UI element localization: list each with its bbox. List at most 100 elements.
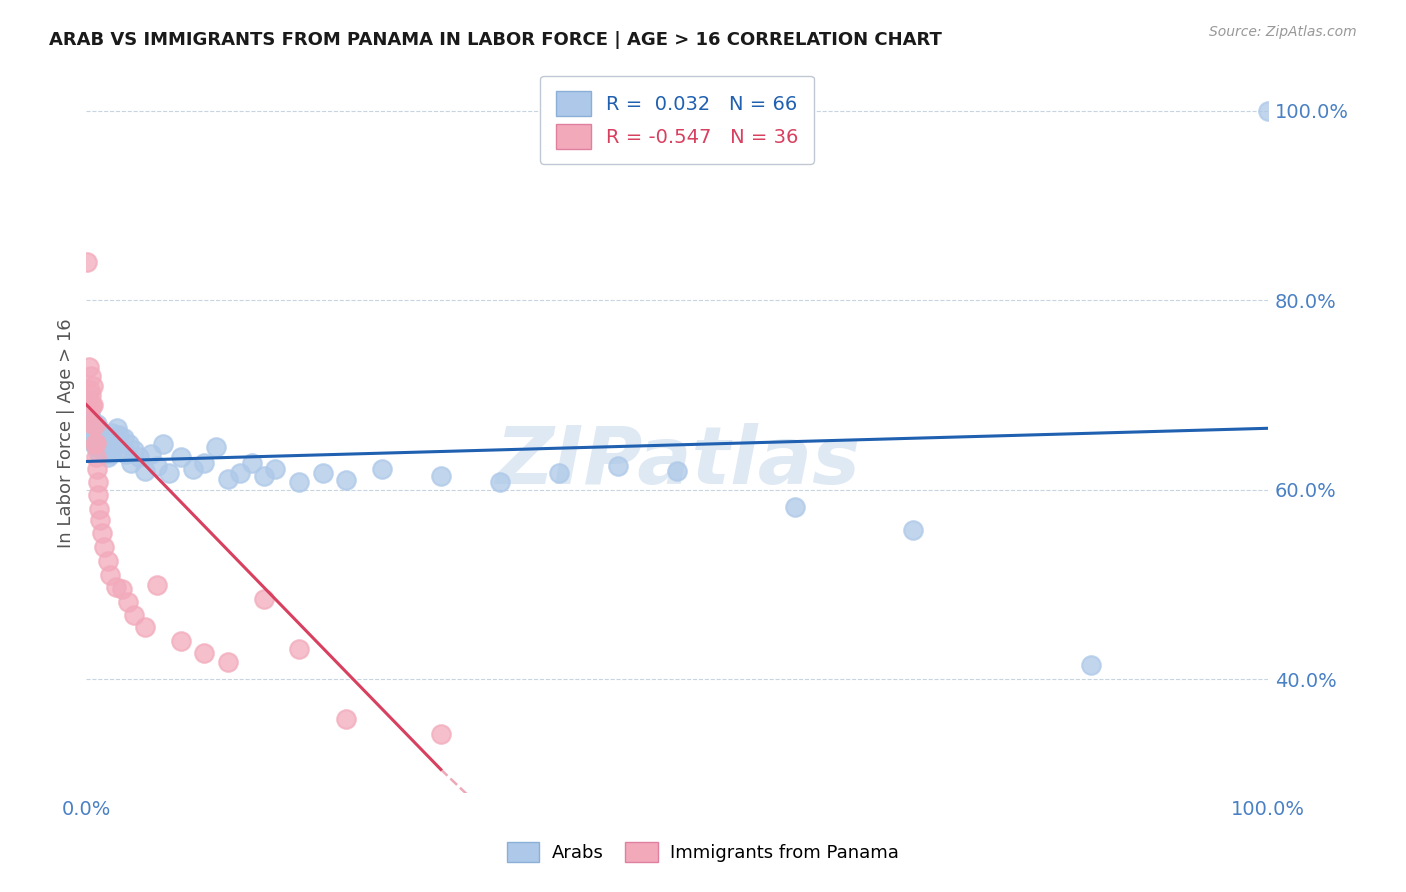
Point — [87, 445, 110, 459]
Point — [86, 462, 108, 476]
Point — [77, 417, 100, 431]
Point — [105, 421, 128, 435]
Legend: Arabs, Immigrants from Panama: Arabs, Immigrants from Panama — [499, 834, 907, 870]
Point — [90, 434, 112, 448]
Point — [97, 450, 120, 464]
Point — [80, 388, 103, 402]
Point — [205, 440, 228, 454]
Point — [252, 468, 274, 483]
Point — [335, 474, 357, 488]
Point — [152, 437, 174, 451]
Point — [83, 421, 105, 435]
Point — [93, 431, 115, 445]
Point — [240, 456, 263, 470]
Point — [157, 466, 180, 480]
Point — [82, 398, 104, 412]
Point — [89, 425, 111, 440]
Point — [193, 456, 215, 470]
Point — [122, 607, 145, 622]
Point — [91, 443, 114, 458]
Point — [134, 620, 156, 634]
Point — [120, 456, 142, 470]
Point — [86, 417, 108, 431]
Point — [288, 475, 311, 490]
Point — [82, 431, 104, 445]
Point — [607, 459, 630, 474]
Point — [335, 712, 357, 726]
Y-axis label: In Labor Force | Age > 16: In Labor Force | Age > 16 — [58, 318, 75, 548]
Point — [79, 407, 101, 421]
Point — [94, 447, 117, 461]
Legend: R =  0.032   N = 66, R = -0.547   N = 36: R = 0.032 N = 66, R = -0.547 N = 36 — [540, 76, 814, 164]
Point — [82, 417, 104, 431]
Point — [134, 464, 156, 478]
Point — [98, 568, 121, 582]
Point — [111, 445, 134, 459]
Point — [83, 418, 105, 433]
Point — [79, 421, 101, 435]
Point — [1080, 658, 1102, 673]
Point — [104, 437, 127, 451]
Point — [104, 580, 127, 594]
Point — [84, 450, 107, 464]
Point — [82, 435, 104, 450]
Point — [77, 392, 100, 407]
Point — [146, 577, 169, 591]
Point — [311, 466, 333, 480]
Text: ARAB VS IMMIGRANTS FROM PANAMA IN LABOR FORCE | AGE > 16 CORRELATION CHART: ARAB VS IMMIGRANTS FROM PANAMA IN LABOR … — [49, 31, 942, 49]
Text: Source: ZipAtlas.com: Source: ZipAtlas.com — [1209, 25, 1357, 39]
Point — [82, 398, 104, 412]
Point — [112, 431, 135, 445]
Point — [548, 466, 571, 480]
Point — [82, 425, 104, 440]
Point — [83, 437, 105, 451]
Point — [84, 425, 107, 440]
Point — [84, 435, 107, 450]
Point — [115, 447, 138, 461]
Point — [80, 369, 103, 384]
Point — [146, 459, 169, 474]
Point — [170, 634, 193, 648]
Point — [785, 500, 807, 514]
Point — [97, 554, 120, 568]
Point — [93, 540, 115, 554]
Point — [264, 462, 287, 476]
Point — [141, 447, 163, 461]
Point — [1257, 103, 1279, 118]
Point — [90, 525, 112, 540]
Point — [217, 471, 239, 485]
Point — [111, 582, 134, 597]
Point — [76, 402, 98, 417]
Point — [193, 646, 215, 660]
Point — [83, 428, 105, 442]
Point — [370, 462, 392, 476]
Point — [80, 425, 103, 440]
Point — [108, 428, 131, 442]
Point — [217, 656, 239, 670]
Point — [96, 437, 118, 451]
Point — [87, 475, 110, 490]
Point — [84, 440, 107, 454]
Point — [128, 450, 150, 464]
Point — [122, 443, 145, 458]
Point — [79, 384, 101, 398]
Point — [82, 378, 104, 392]
Point — [87, 431, 110, 445]
Point — [117, 595, 139, 609]
Point — [87, 488, 110, 502]
Point — [429, 468, 451, 483]
Point — [101, 425, 124, 440]
Point — [252, 591, 274, 606]
Point — [903, 523, 925, 537]
Point — [77, 359, 100, 374]
Point — [229, 466, 252, 480]
Point — [80, 412, 103, 426]
Point — [666, 464, 689, 478]
Point — [181, 462, 204, 476]
Point — [288, 642, 311, 657]
Text: ZIPatlas: ZIPatlas — [495, 423, 859, 500]
Point — [100, 447, 122, 461]
Point — [89, 513, 111, 527]
Point — [429, 727, 451, 741]
Point — [76, 255, 98, 269]
